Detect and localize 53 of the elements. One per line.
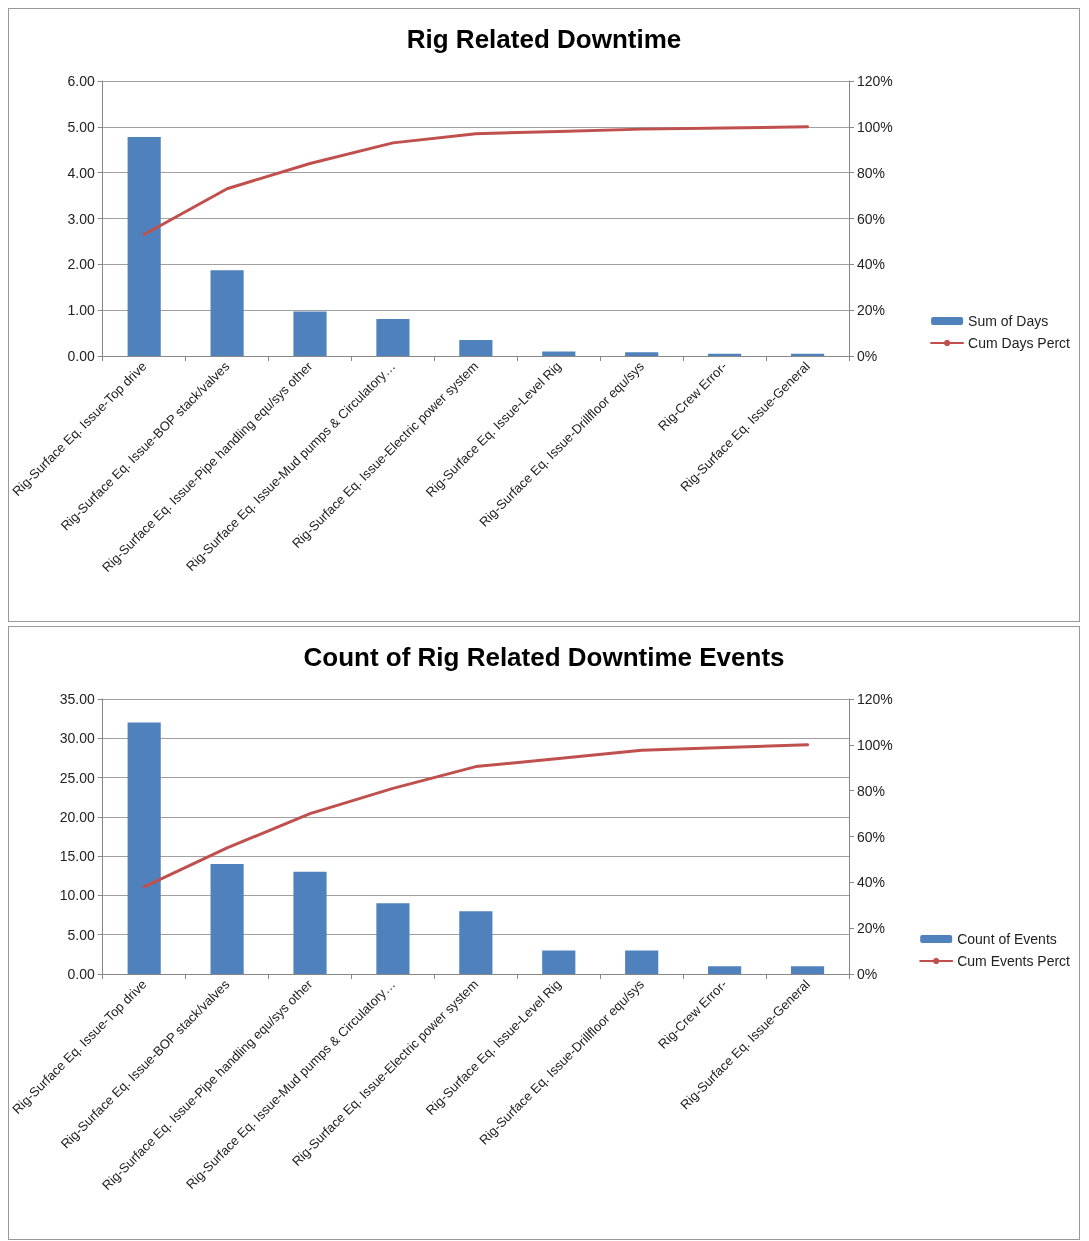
bar bbox=[625, 950, 659, 974]
y2-tick-label: 40% bbox=[857, 256, 886, 273]
legend-label: Count of Events bbox=[957, 931, 1057, 947]
bar bbox=[542, 950, 576, 974]
y2-tick-label: 80% bbox=[857, 164, 886, 181]
bar bbox=[625, 352, 659, 356]
y2-tick-label: 120% bbox=[857, 691, 893, 707]
bar bbox=[376, 318, 410, 356]
bar bbox=[210, 864, 244, 974]
y2-tick-label: 0% bbox=[857, 348, 878, 364]
bar bbox=[293, 311, 327, 356]
y2-tick-label: 80% bbox=[857, 782, 886, 799]
y-tick-label: 25.00 bbox=[59, 769, 95, 786]
y-tick-label: 4.00 bbox=[67, 164, 95, 181]
y-tick-label: 0.00 bbox=[67, 348, 95, 364]
legend-label: Cum Events Perct bbox=[957, 953, 1071, 969]
y-tick-label: 3.00 bbox=[67, 210, 95, 227]
y2-tick-label: 120% bbox=[857, 73, 893, 89]
y-tick-label: 15.00 bbox=[59, 848, 95, 865]
line-series bbox=[142, 743, 810, 889]
bar bbox=[127, 722, 161, 974]
y-tick-label: 30.00 bbox=[59, 730, 95, 747]
y2-tick-label: 100% bbox=[857, 118, 893, 135]
bar bbox=[293, 871, 327, 974]
y-tick-label: 6.00 bbox=[67, 73, 95, 89]
bar bbox=[210, 270, 244, 356]
y2-tick-label: 60% bbox=[857, 828, 886, 845]
legend-label: Cum Days Perct bbox=[968, 335, 1071, 351]
chart-title: Count of Rig Related Downtime Events bbox=[303, 642, 785, 672]
y2-tick-label: 100% bbox=[857, 736, 893, 753]
y-tick-label: 5.00 bbox=[67, 118, 95, 135]
bar bbox=[459, 339, 493, 356]
y2-tick-label: 0% bbox=[857, 966, 878, 982]
chart-title: Rig Related Downtime bbox=[406, 24, 682, 54]
line-series bbox=[142, 125, 810, 237]
y-tick-label: 20.00 bbox=[59, 808, 95, 825]
bar bbox=[127, 136, 161, 356]
y2-tick-label: 40% bbox=[857, 874, 886, 891]
y-tick-label: 10.00 bbox=[59, 887, 95, 904]
bar bbox=[459, 911, 493, 974]
bar bbox=[790, 966, 825, 974]
y-tick-label: 1.00 bbox=[67, 302, 95, 319]
bar bbox=[708, 966, 742, 974]
y-tick-label: 0.00 bbox=[67, 966, 95, 982]
y-tick-label: 5.00 bbox=[67, 926, 95, 943]
y2-tick-label: 60% bbox=[857, 210, 886, 227]
legend-label: Sum of Days bbox=[968, 313, 1049, 329]
y2-tick-label: 20% bbox=[857, 920, 886, 937]
y-tick-label: 35.00 bbox=[59, 691, 95, 707]
y-tick-label: 2.00 bbox=[67, 256, 95, 273]
bar bbox=[542, 351, 576, 356]
y2-tick-label: 20% bbox=[857, 302, 886, 319]
bar bbox=[376, 903, 410, 974]
